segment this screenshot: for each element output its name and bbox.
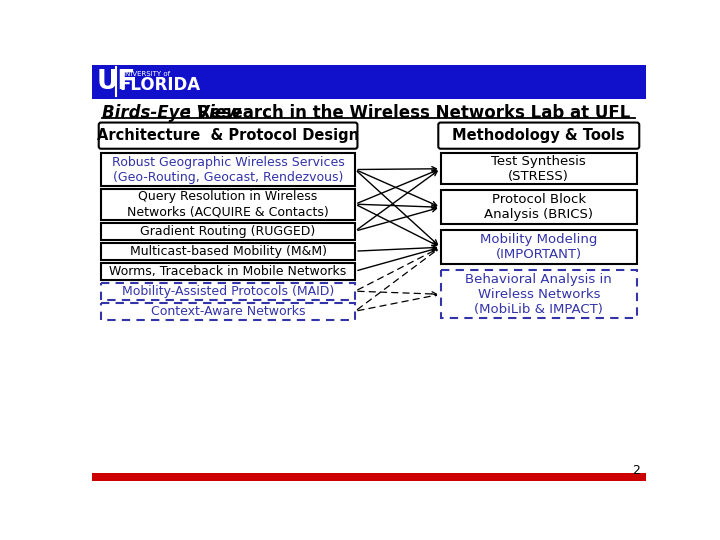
Text: Mobility-Assisted Protocols (MAID): Mobility-Assisted Protocols (MAID) <box>122 285 334 298</box>
Bar <box>101 153 355 186</box>
Text: Architecture  & Protocol Design: Architecture & Protocol Design <box>97 128 359 143</box>
Bar <box>441 190 637 224</box>
Bar <box>101 262 355 280</box>
Bar <box>101 222 355 240</box>
Text: Mobility Modeling
(IMPORTANT): Mobility Modeling (IMPORTANT) <box>480 233 598 261</box>
Text: Robust Geographic Wireless Services
(Geo-Routing, Geocast, Rendezvous): Robust Geographic Wireless Services (Geo… <box>112 156 344 184</box>
Text: UF: UF <box>96 69 136 94</box>
FancyBboxPatch shape <box>99 123 357 148</box>
Text: Methodology & Tools: Methodology & Tools <box>452 128 625 143</box>
Text: 2: 2 <box>632 464 640 477</box>
Bar <box>101 242 355 260</box>
Text: Gradient Routing (RUGGED): Gradient Routing (RUGGED) <box>140 225 315 238</box>
Bar <box>441 231 637 264</box>
Text: Worms, Traceback in Mobile Networks: Worms, Traceback in Mobile Networks <box>109 265 347 278</box>
Text: Query Resolution in Wireless
Networks (ACQUIRE & Contacts): Query Resolution in Wireless Networks (A… <box>127 190 329 218</box>
Text: Protocol Block
Analysis (BRICS): Protocol Block Analysis (BRICS) <box>485 193 593 221</box>
Bar <box>92 473 647 481</box>
Text: : Research in the Wireless Networks Lab at UFL: : Research in the Wireless Networks Lab … <box>185 104 630 122</box>
Bar <box>101 303 355 320</box>
Text: Behavioral Analysis in
Wireless Networks
(MobiLib & IMPACT): Behavioral Analysis in Wireless Networks… <box>465 273 612 316</box>
Text: Context-Aware Networks: Context-Aware Networks <box>150 305 305 318</box>
Text: FLORIDA: FLORIDA <box>120 76 201 94</box>
FancyBboxPatch shape <box>438 123 639 148</box>
Text: UNIVERSITY of: UNIVERSITY of <box>120 71 170 77</box>
Text: Test Synthesis
(STRESS): Test Synthesis (STRESS) <box>492 155 586 183</box>
Bar <box>441 271 637 318</box>
Text: Multicast-based Mobility (M&M): Multicast-based Mobility (M&M) <box>130 245 327 258</box>
Bar <box>101 189 355 220</box>
Bar <box>101 283 355 300</box>
Text: Birds-Eye View: Birds-Eye View <box>102 104 241 122</box>
Bar <box>92 65 647 99</box>
Bar <box>441 153 637 184</box>
